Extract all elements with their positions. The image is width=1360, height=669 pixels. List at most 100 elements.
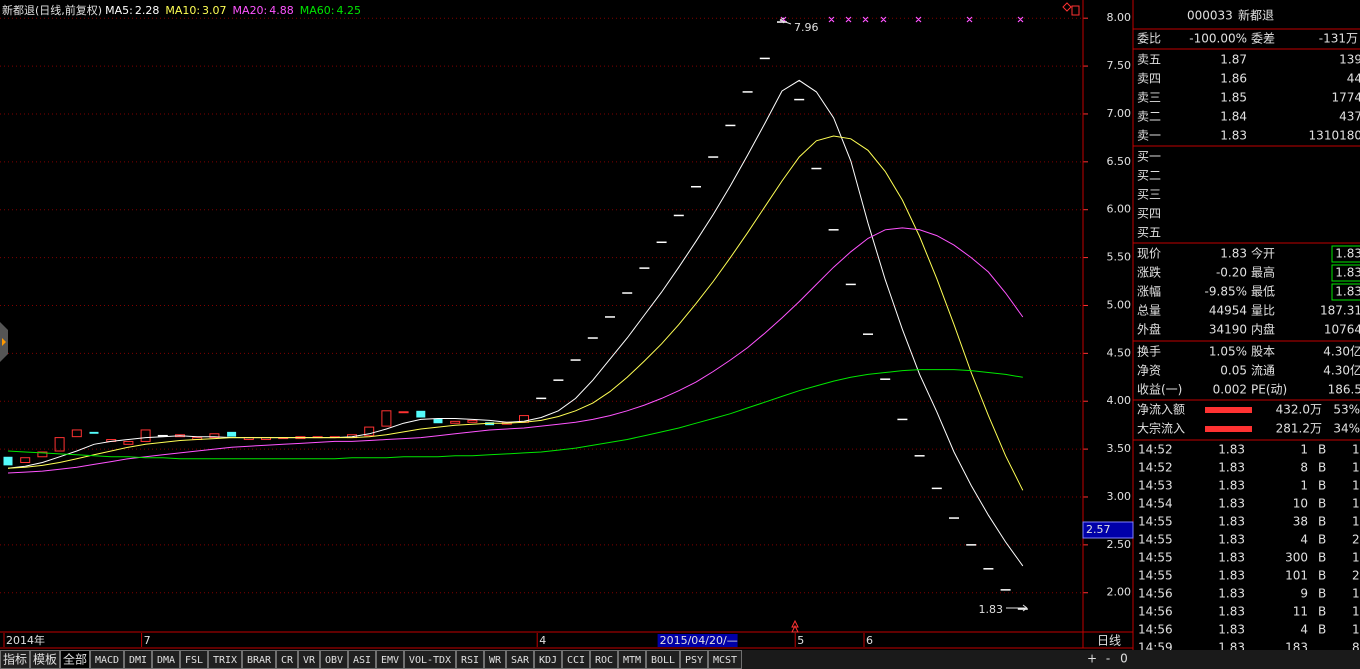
- tab-label[interactable]: BOLL: [651, 655, 675, 666]
- legend-name: MA20:: [233, 4, 268, 17]
- stat-value: 187.31: [1320, 304, 1360, 318]
- stat-label: 总量: [1137, 304, 1161, 318]
- tab-label[interactable]: FSL: [185, 655, 203, 666]
- candle-up: [37, 451, 48, 458]
- tab-label[interactable]: BRAR: [247, 655, 272, 666]
- max-arrow: [779, 17, 792, 25]
- side-handle-arrow: [2, 338, 6, 346]
- fund-value: 1.05%: [1209, 345, 1247, 359]
- tick-cell: 14:56: [1138, 587, 1173, 601]
- candle-down: [433, 418, 443, 424]
- tick-cell: 38: [1293, 515, 1308, 529]
- tick-cell: B: [1318, 533, 1326, 547]
- tick-cell: B: [1318, 515, 1326, 529]
- tab-label[interactable]: KDJ: [539, 655, 557, 666]
- tab-label[interactable]: ASI: [353, 655, 371, 666]
- label: 委比: [1137, 32, 1161, 46]
- ask-volume: 1310180: [1309, 129, 1360, 143]
- legend-value: 3.07: [202, 4, 227, 17]
- y-tick-label: 7.00: [1107, 107, 1132, 120]
- candle-down: [3, 456, 13, 466]
- y-tick-label: 6.00: [1107, 203, 1132, 216]
- value: -131万: [1319, 32, 1358, 46]
- tab-label[interactable]: DMA: [157, 655, 175, 666]
- x-tick-label: 5: [797, 634, 804, 647]
- stat-value: 34190: [1209, 323, 1247, 337]
- tick-cell: 1.83: [1218, 443, 1245, 457]
- label: 委差: [1251, 32, 1275, 46]
- tab-control[interactable]: 0: [1120, 652, 1128, 666]
- y-tick-label: 4.00: [1107, 394, 1132, 407]
- max-label: 7.96: [794, 21, 819, 34]
- tab-label[interactable]: PSY: [685, 655, 703, 666]
- y-tick-label: 5.00: [1107, 298, 1132, 311]
- x-tick-label: 2014年: [6, 633, 45, 647]
- legend-name: MA5:: [105, 4, 133, 17]
- tick-cell: 1: [1352, 497, 1360, 511]
- stat-value: -9.85%: [1205, 285, 1247, 299]
- candle-up: [364, 426, 375, 437]
- tab-label[interactable]: EMV: [381, 655, 399, 666]
- tick-cell: 1: [1352, 479, 1360, 493]
- candle-up: [467, 419, 478, 423]
- tick-cell: 1: [1300, 479, 1308, 493]
- stat-label: 外盘: [1137, 322, 1161, 337]
- tab-control[interactable]: -: [1106, 652, 1110, 666]
- tick-cell: 14:55: [1138, 551, 1173, 565]
- tick-cell: 4: [1300, 533, 1308, 547]
- fund-label: 流通: [1251, 364, 1275, 378]
- tab-label[interactable]: SAR: [511, 655, 530, 666]
- candle-up: [123, 440, 134, 445]
- tab-label[interactable]: VOL-TDX: [409, 655, 451, 666]
- tab-label[interactable]: CR: [281, 655, 294, 666]
- tab-control[interactable]: +: [1087, 652, 1097, 666]
- tab-label[interactable]: 模板: [33, 653, 57, 667]
- signal-markers: [780, 16, 1024, 23]
- candle-up: [71, 429, 82, 438]
- tick-cell: 1.83: [1218, 605, 1245, 619]
- tick-cell: 14:54: [1138, 497, 1173, 511]
- stat-value: -0.20: [1216, 266, 1247, 280]
- tick-cell: 14:56: [1138, 605, 1173, 619]
- cursor-price: 2.57: [1086, 523, 1111, 536]
- tick-cell: B: [1318, 551, 1326, 565]
- stat-value: 1.83: [1220, 247, 1247, 261]
- tick-cell: B: [1318, 479, 1326, 493]
- tick-cell: B: [1318, 443, 1326, 457]
- tick-cell: 14:55: [1138, 515, 1173, 529]
- legend-value: 2.28: [135, 4, 160, 17]
- tick-cell: B: [1318, 569, 1326, 583]
- candle-down: [89, 431, 99, 434]
- icon-window[interactable]: [1071, 5, 1080, 16]
- flow-bar: [1205, 407, 1252, 413]
- tab-label[interactable]: ROC: [595, 655, 613, 666]
- tab-label[interactable]: RSI: [461, 655, 479, 666]
- fund-label: PE(动): [1251, 383, 1287, 397]
- tick-cell: 14:52: [1138, 443, 1173, 457]
- tab-label[interactable]: 指标: [3, 652, 27, 667]
- tab-label[interactable]: 全部: [63, 652, 87, 667]
- tab-label[interactable]: WR: [489, 655, 502, 666]
- tab-label[interactable]: DMI: [129, 655, 147, 666]
- value: -100.00%: [1189, 32, 1247, 46]
- value-box: [1331, 283, 1360, 301]
- tab-label[interactable]: MTM: [623, 655, 641, 666]
- legend-name: MA60:: [300, 4, 335, 17]
- icon-diamond[interactable]: [1062, 2, 1072, 12]
- ma-line: [7, 79, 1024, 567]
- fund-value: 4.30亿: [1323, 363, 1360, 378]
- x-tick-label: 6: [866, 634, 873, 647]
- tab-label[interactable]: MACD: [95, 655, 119, 666]
- tab-label[interactable]: TRIX: [213, 655, 237, 666]
- tab-label[interactable]: VR: [303, 655, 316, 666]
- tab-label[interactable]: CCI: [567, 655, 585, 666]
- tick-cell: B: [1318, 605, 1326, 619]
- flow-percent: 34%: [1333, 422, 1360, 436]
- stat-value: 44954: [1209, 304, 1247, 318]
- tick-cell: 11: [1293, 605, 1308, 619]
- tab-label[interactable]: OBV: [325, 655, 343, 666]
- tick-cell: 1: [1352, 605, 1360, 619]
- ask-label: 卖四: [1137, 72, 1161, 86]
- tab-label[interactable]: MCST: [713, 655, 737, 666]
